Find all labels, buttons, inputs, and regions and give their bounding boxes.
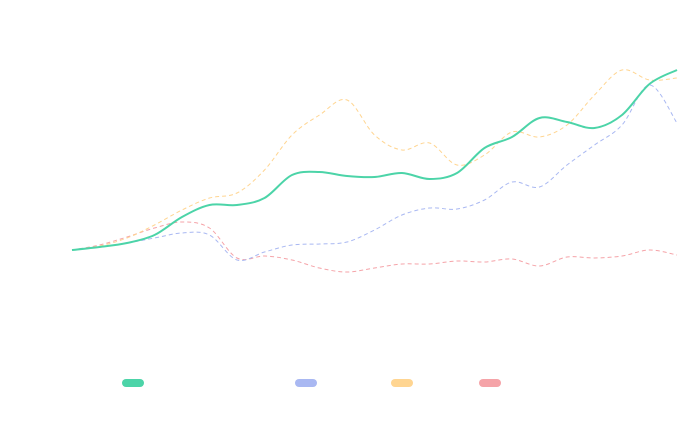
series-line — [71, 69, 678, 251]
legend-swatch — [122, 379, 144, 387]
legend-swatch — [295, 379, 317, 387]
legend-swatch — [391, 379, 413, 387]
series-line — [71, 84, 678, 262]
series-line — [71, 69, 678, 251]
legend-swatch — [479, 379, 501, 387]
